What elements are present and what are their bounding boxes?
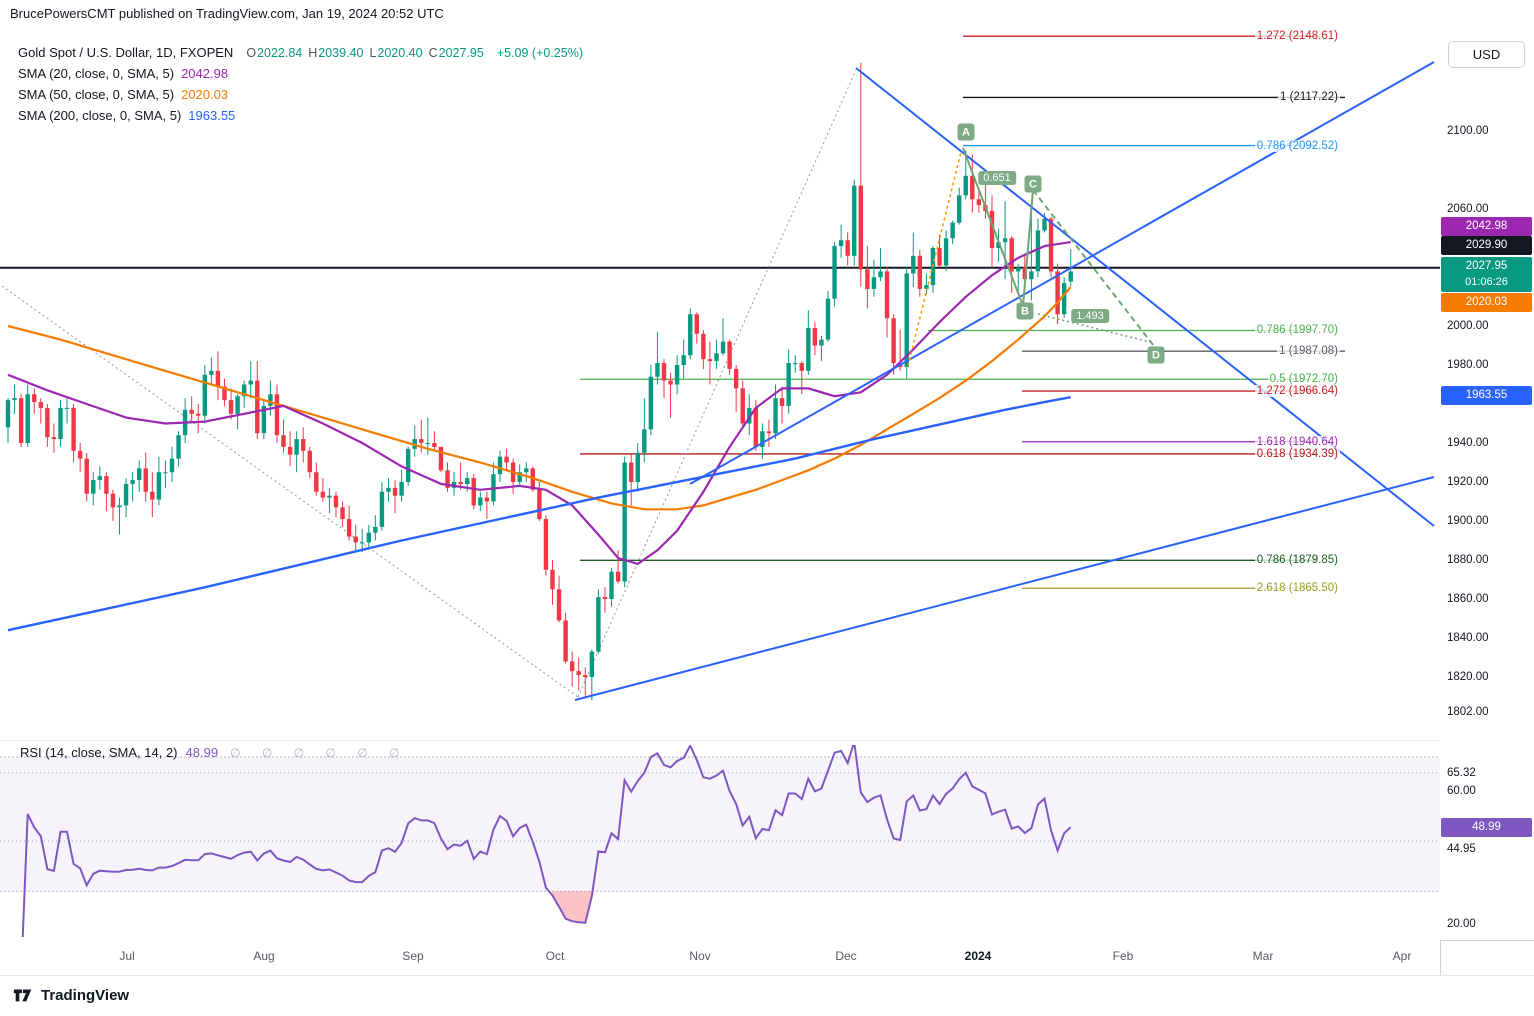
currency-toggle-button[interactable]: USD — [1448, 41, 1525, 68]
price-tick: 1840.00 — [1447, 632, 1489, 644]
price-badge-2029.90: 2029.90 — [1441, 236, 1532, 255]
ohlc-value: 2039.40 — [318, 46, 364, 60]
pane-separator[interactable] — [0, 740, 1440, 741]
countdown-timer: 01:06:26 — [1465, 276, 1508, 288]
rsi-indicator-title[interactable]: RSI (14, close, SMA, 14, 2) — [20, 745, 178, 760]
ohlc-value: 2027.95 — [438, 46, 484, 60]
footer: TradingView — [12, 984, 129, 1006]
legend: Gold Spot / U.S. Dollar, 1D, FXOPEN O202… — [18, 42, 583, 126]
price-tick: 1980.00 — [1447, 359, 1489, 371]
symbol-row[interactable]: Gold Spot / U.S. Dollar, 1D, FXOPEN O202… — [18, 42, 583, 63]
time-label-Nov: Nov — [689, 949, 711, 963]
time-axis[interactable]: Jul Aug Sep Oct Nov Dec 2024 Feb Mar Apr — [0, 940, 1440, 975]
indicator-title[interactable]: SMA (50, close, 0, SMA, 5) — [18, 87, 175, 102]
ohlc-letter: O — [246, 46, 257, 60]
rsi-tick: 60.00 — [1447, 785, 1476, 797]
indicator-row-2[interactable]: SMA (200, close, 0, SMA, 5) 1963.55 — [18, 105, 583, 126]
indicator-value: 2020.03 — [181, 87, 229, 102]
price-tick: 1860.00 — [1447, 593, 1489, 605]
price-tick: 1920.00 — [1447, 476, 1489, 488]
time-label-Oct: Oct — [545, 949, 565, 963]
time-label-Aug: Aug — [253, 949, 275, 963]
time-label-Feb: Feb — [1112, 949, 1134, 963]
symbol-title[interactable]: Gold Spot / U.S. Dollar, 1D, FXOPEN — [18, 45, 234, 60]
indicator-value: 1963.55 — [188, 108, 236, 123]
price-badge-1963.55: 1963.55 — [1441, 386, 1532, 405]
ohlc-letter: C — [428, 46, 438, 60]
change-value: +5.09 (+0.25%) — [496, 45, 583, 60]
rsi-legend: RSI (14, close, SMA, 14, 2) 48.99 ∅ ∅ ∅ … — [20, 745, 408, 760]
price-badge-2020.03: 2020.03 — [1441, 293, 1532, 312]
price-tick: 1940.00 — [1447, 437, 1489, 449]
time-label-Jul: Jul — [119, 949, 135, 963]
price-badge-2027.95: 2027.95 01:06:26 — [1441, 257, 1532, 292]
price-tick: 1880.00 — [1447, 554, 1489, 566]
price-badge-2042.98: 2042.98 — [1441, 217, 1532, 236]
price-tick: 1900.00 — [1447, 515, 1489, 527]
price-tick: 2000.00 — [1447, 320, 1489, 332]
publisher-credit: BrucePowersCMT published on TradingView.… — [10, 6, 444, 21]
price-axis[interactable]: USD 2100.00 2060.00 2000.00 1980.00 1940.00 1… — [1440, 30, 1534, 940]
indicator-title[interactable]: SMA (200, close, 0, SMA, 5) — [18, 108, 182, 123]
rsi-badge: 48.99 — [1441, 818, 1532, 837]
time-label-Dec: Dec — [835, 949, 857, 963]
time-label-2024: 2024 — [964, 949, 992, 963]
indicator-value: 2042.98 — [181, 66, 229, 81]
price-chart-canvas[interactable] — [0, 0, 1440, 1016]
ohlc-value: 2022.84 — [257, 46, 303, 60]
price-tick: 2100.00 — [1447, 125, 1489, 137]
rsi-tick: 44.95 — [1447, 843, 1476, 855]
price-tick: 2060.00 — [1447, 203, 1489, 215]
time-label-Mar: Mar — [1252, 949, 1274, 963]
indicator-title[interactable]: SMA (20, close, 0, SMA, 5) — [18, 66, 175, 81]
time-label-Sep: Sep — [402, 949, 424, 963]
ohlc-letter: L — [369, 46, 377, 60]
indicator-row-0[interactable]: SMA (20, close, 0, SMA, 5) 2042.98 — [18, 63, 583, 84]
time-label-Apr: Apr — [1392, 949, 1412, 963]
ohlc-value: 2020.40 — [377, 46, 423, 60]
rsi-tick: 20.00 — [1447, 918, 1476, 930]
price-tick: 1820.00 — [1447, 671, 1489, 683]
rsi-value: 48.99 — [185, 745, 219, 760]
price-tick: 1802.00 — [1447, 706, 1489, 719]
ohlc-letter: H — [308, 46, 318, 60]
ohlc-values: O2022.84 H2039.40 L2020.40 C2027.95 — [240, 45, 484, 60]
indicator-row-1[interactable]: SMA (50, close, 0, SMA, 5) 2020.03 — [18, 84, 583, 105]
brand-name[interactable]: TradingView — [41, 986, 130, 1004]
rsi-hidden-values: ∅ ∅ ∅ ∅ ∅ ∅ — [230, 745, 409, 760]
footer-border — [0, 975, 1534, 976]
rsi-tick: 65.32 — [1447, 767, 1476, 779]
tradingview-logo-icon[interactable] — [12, 984, 34, 1006]
